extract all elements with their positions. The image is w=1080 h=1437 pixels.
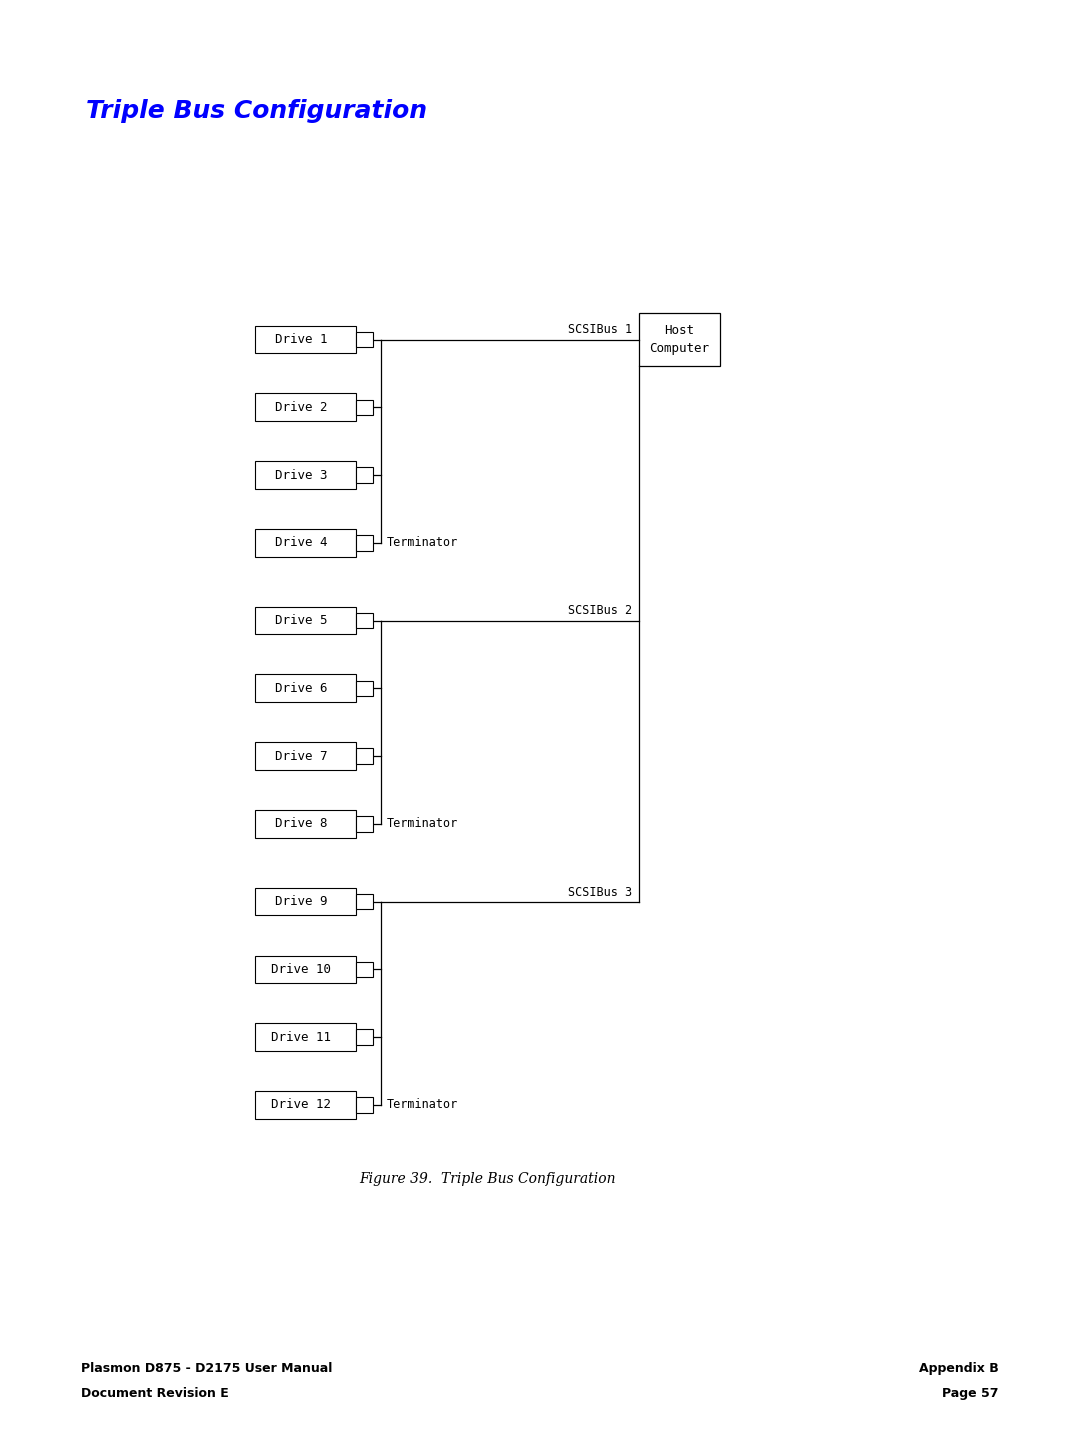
Bar bbox=[356, 535, 373, 550]
Text: Figure 39.  Triple Bus Configuration: Figure 39. Triple Bus Configuration bbox=[360, 1171, 616, 1186]
Text: Drive 10: Drive 10 bbox=[271, 963, 330, 976]
Bar bbox=[255, 1091, 356, 1119]
Bar bbox=[255, 606, 356, 635]
Bar bbox=[255, 743, 356, 770]
Text: Drive 9: Drive 9 bbox=[274, 895, 327, 908]
Bar bbox=[255, 674, 356, 703]
Text: SCSIBus 2: SCSIBus 2 bbox=[568, 605, 633, 618]
Text: Drive 4: Drive 4 bbox=[274, 536, 327, 549]
Bar bbox=[356, 961, 373, 977]
Bar bbox=[255, 1023, 356, 1050]
Text: Drive 7: Drive 7 bbox=[274, 750, 327, 763]
Text: Appendix B: Appendix B bbox=[919, 1362, 999, 1375]
Bar bbox=[255, 810, 356, 838]
Text: Computer: Computer bbox=[649, 342, 710, 355]
Text: Drive 2: Drive 2 bbox=[274, 401, 327, 414]
Text: Drive 5: Drive 5 bbox=[274, 614, 327, 627]
Text: Terminator: Terminator bbox=[387, 1098, 458, 1111]
Text: Plasmon D875 - D2175 User Manual: Plasmon D875 - D2175 User Manual bbox=[81, 1362, 333, 1375]
Bar bbox=[356, 749, 373, 764]
Bar bbox=[356, 332, 373, 348]
Bar bbox=[255, 326, 356, 354]
Bar bbox=[255, 888, 356, 915]
Text: Drive 1: Drive 1 bbox=[274, 333, 327, 346]
Text: SCSIBus 1: SCSIBus 1 bbox=[568, 323, 633, 336]
Bar bbox=[255, 394, 356, 421]
Bar bbox=[255, 529, 356, 556]
Text: Document Revision E: Document Revision E bbox=[81, 1387, 229, 1400]
Bar bbox=[356, 467, 373, 483]
Text: Page 57: Page 57 bbox=[943, 1387, 999, 1400]
Bar bbox=[255, 956, 356, 983]
Text: Terminator: Terminator bbox=[387, 536, 458, 549]
Bar bbox=[356, 1029, 373, 1045]
Text: SCSIBus 3: SCSIBus 3 bbox=[568, 885, 633, 898]
Text: Drive 12: Drive 12 bbox=[271, 1098, 330, 1111]
Bar bbox=[356, 894, 373, 910]
Text: Triple Bus Configuration: Triple Bus Configuration bbox=[86, 99, 428, 122]
Text: Drive 6: Drive 6 bbox=[274, 681, 327, 696]
Text: Host: Host bbox=[664, 323, 694, 336]
Text: Drive 8: Drive 8 bbox=[274, 818, 327, 831]
Bar bbox=[356, 1098, 373, 1112]
Text: Terminator: Terminator bbox=[387, 818, 458, 831]
Bar bbox=[356, 399, 373, 415]
Bar bbox=[638, 313, 720, 366]
Bar bbox=[356, 612, 373, 628]
Text: Drive 11: Drive 11 bbox=[271, 1030, 330, 1043]
Bar bbox=[356, 816, 373, 832]
Bar bbox=[356, 681, 373, 696]
Text: Drive 3: Drive 3 bbox=[274, 468, 327, 481]
Bar bbox=[255, 461, 356, 489]
